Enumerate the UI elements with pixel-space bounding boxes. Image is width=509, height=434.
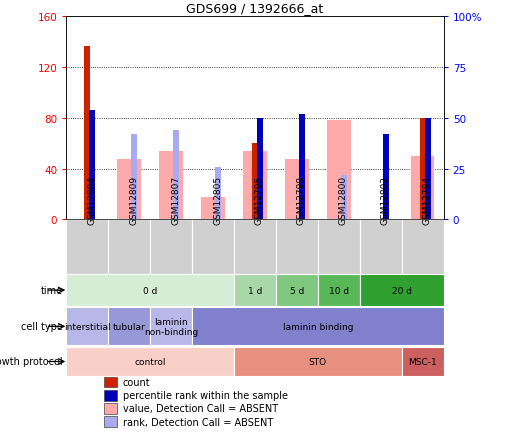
Bar xyxy=(66,307,108,345)
Text: rank, Detection Call = ABSENT: rank, Detection Call = ABSENT xyxy=(123,417,273,427)
Text: laminin binding: laminin binding xyxy=(282,322,352,331)
Bar xyxy=(104,377,117,388)
Bar xyxy=(424,118,430,220)
Bar xyxy=(150,220,192,274)
Bar xyxy=(89,111,95,220)
Bar xyxy=(382,135,388,220)
Bar xyxy=(104,417,117,427)
Text: STO: STO xyxy=(308,357,326,366)
Text: 20 d: 20 d xyxy=(391,286,411,295)
Text: 5 d: 5 d xyxy=(289,286,303,295)
Text: GSM12796: GSM12796 xyxy=(254,175,264,224)
Bar xyxy=(317,220,359,274)
Text: 1 d: 1 d xyxy=(247,286,262,295)
Bar xyxy=(243,151,266,220)
Bar xyxy=(84,46,90,220)
Bar xyxy=(104,390,117,401)
Bar xyxy=(108,220,150,274)
Text: GSM12798: GSM12798 xyxy=(296,175,305,224)
Bar xyxy=(275,220,317,274)
Bar xyxy=(192,307,443,345)
Bar xyxy=(285,159,308,220)
Bar xyxy=(251,144,258,220)
Text: interstitial: interstitial xyxy=(64,322,110,331)
Bar xyxy=(359,220,401,274)
Bar xyxy=(234,347,401,376)
Bar xyxy=(66,220,108,274)
Bar xyxy=(275,275,317,306)
Bar xyxy=(150,307,192,345)
Text: control: control xyxy=(134,357,165,366)
Bar xyxy=(317,275,359,306)
Text: 10 d: 10 d xyxy=(328,286,348,295)
Bar xyxy=(341,175,346,220)
Bar xyxy=(66,347,234,376)
Bar xyxy=(173,131,179,220)
Text: GSM12809: GSM12809 xyxy=(129,175,138,224)
Bar xyxy=(104,403,117,414)
Bar xyxy=(419,118,425,220)
Text: cell type: cell type xyxy=(20,322,63,332)
Text: value, Detection Call = ABSENT: value, Detection Call = ABSENT xyxy=(123,404,277,414)
Bar xyxy=(234,220,275,274)
Text: tubular: tubular xyxy=(112,322,145,331)
Text: GSM12805: GSM12805 xyxy=(213,175,221,224)
Text: laminin
non-binding: laminin non-binding xyxy=(144,317,198,336)
Bar xyxy=(131,135,137,220)
Bar xyxy=(298,115,304,220)
Bar xyxy=(108,307,150,345)
Bar xyxy=(257,118,263,220)
Bar xyxy=(66,275,234,306)
Text: percentile rank within the sample: percentile rank within the sample xyxy=(123,390,288,400)
Bar xyxy=(359,275,443,306)
Bar xyxy=(410,157,434,220)
Bar xyxy=(201,197,224,220)
Title: GDS699 / 1392666_at: GDS699 / 1392666_at xyxy=(186,2,323,15)
Text: GSM12807: GSM12807 xyxy=(171,175,180,224)
Text: GSM12800: GSM12800 xyxy=(338,175,347,224)
Text: MSC-1: MSC-1 xyxy=(408,357,436,366)
Text: growth protocol: growth protocol xyxy=(0,357,63,367)
Text: time: time xyxy=(40,286,63,296)
Text: GSM12794: GSM12794 xyxy=(422,175,431,224)
Bar xyxy=(234,275,275,306)
Text: GSM12804: GSM12804 xyxy=(87,175,96,224)
Bar xyxy=(401,220,443,274)
Text: GSM12802: GSM12802 xyxy=(380,175,389,224)
Bar xyxy=(117,159,140,220)
Bar xyxy=(159,151,183,220)
Bar xyxy=(215,167,220,220)
Text: 0 d: 0 d xyxy=(143,286,157,295)
Bar xyxy=(401,347,443,376)
Bar xyxy=(326,121,350,220)
Text: count: count xyxy=(123,377,150,387)
Bar xyxy=(192,220,234,274)
